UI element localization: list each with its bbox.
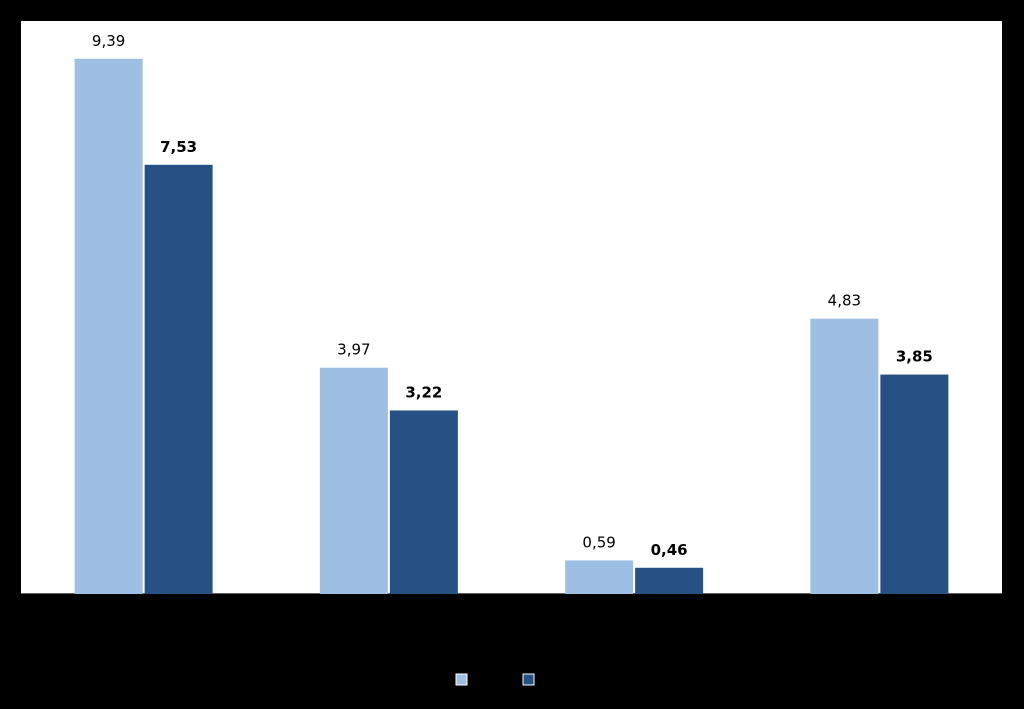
data-label: 4,83 (828, 292, 861, 310)
bar (389, 410, 458, 594)
bar (565, 560, 634, 594)
x-axis (20, 593, 1003, 600)
data-label: 7,53 (160, 138, 197, 156)
bar (144, 164, 213, 595)
legend (455, 673, 535, 686)
bar (74, 58, 143, 594)
data-label: 3,85 (896, 348, 933, 366)
bars (74, 58, 949, 595)
data-label: 3,97 (337, 341, 370, 359)
data-label: 9,39 (92, 32, 125, 50)
bar (880, 374, 949, 594)
legend-swatch (522, 673, 535, 686)
legend-swatch (455, 673, 468, 686)
bar (635, 567, 704, 594)
bar (810, 318, 879, 594)
data-labels: 9,39 3,97 0,59 4,83 7,53 3,22 0,46 3,85 (92, 32, 933, 559)
data-label: 0,59 (582, 533, 615, 551)
bar (319, 367, 388, 594)
data-label: 3,22 (405, 383, 442, 401)
data-label: 0,46 (651, 541, 688, 559)
